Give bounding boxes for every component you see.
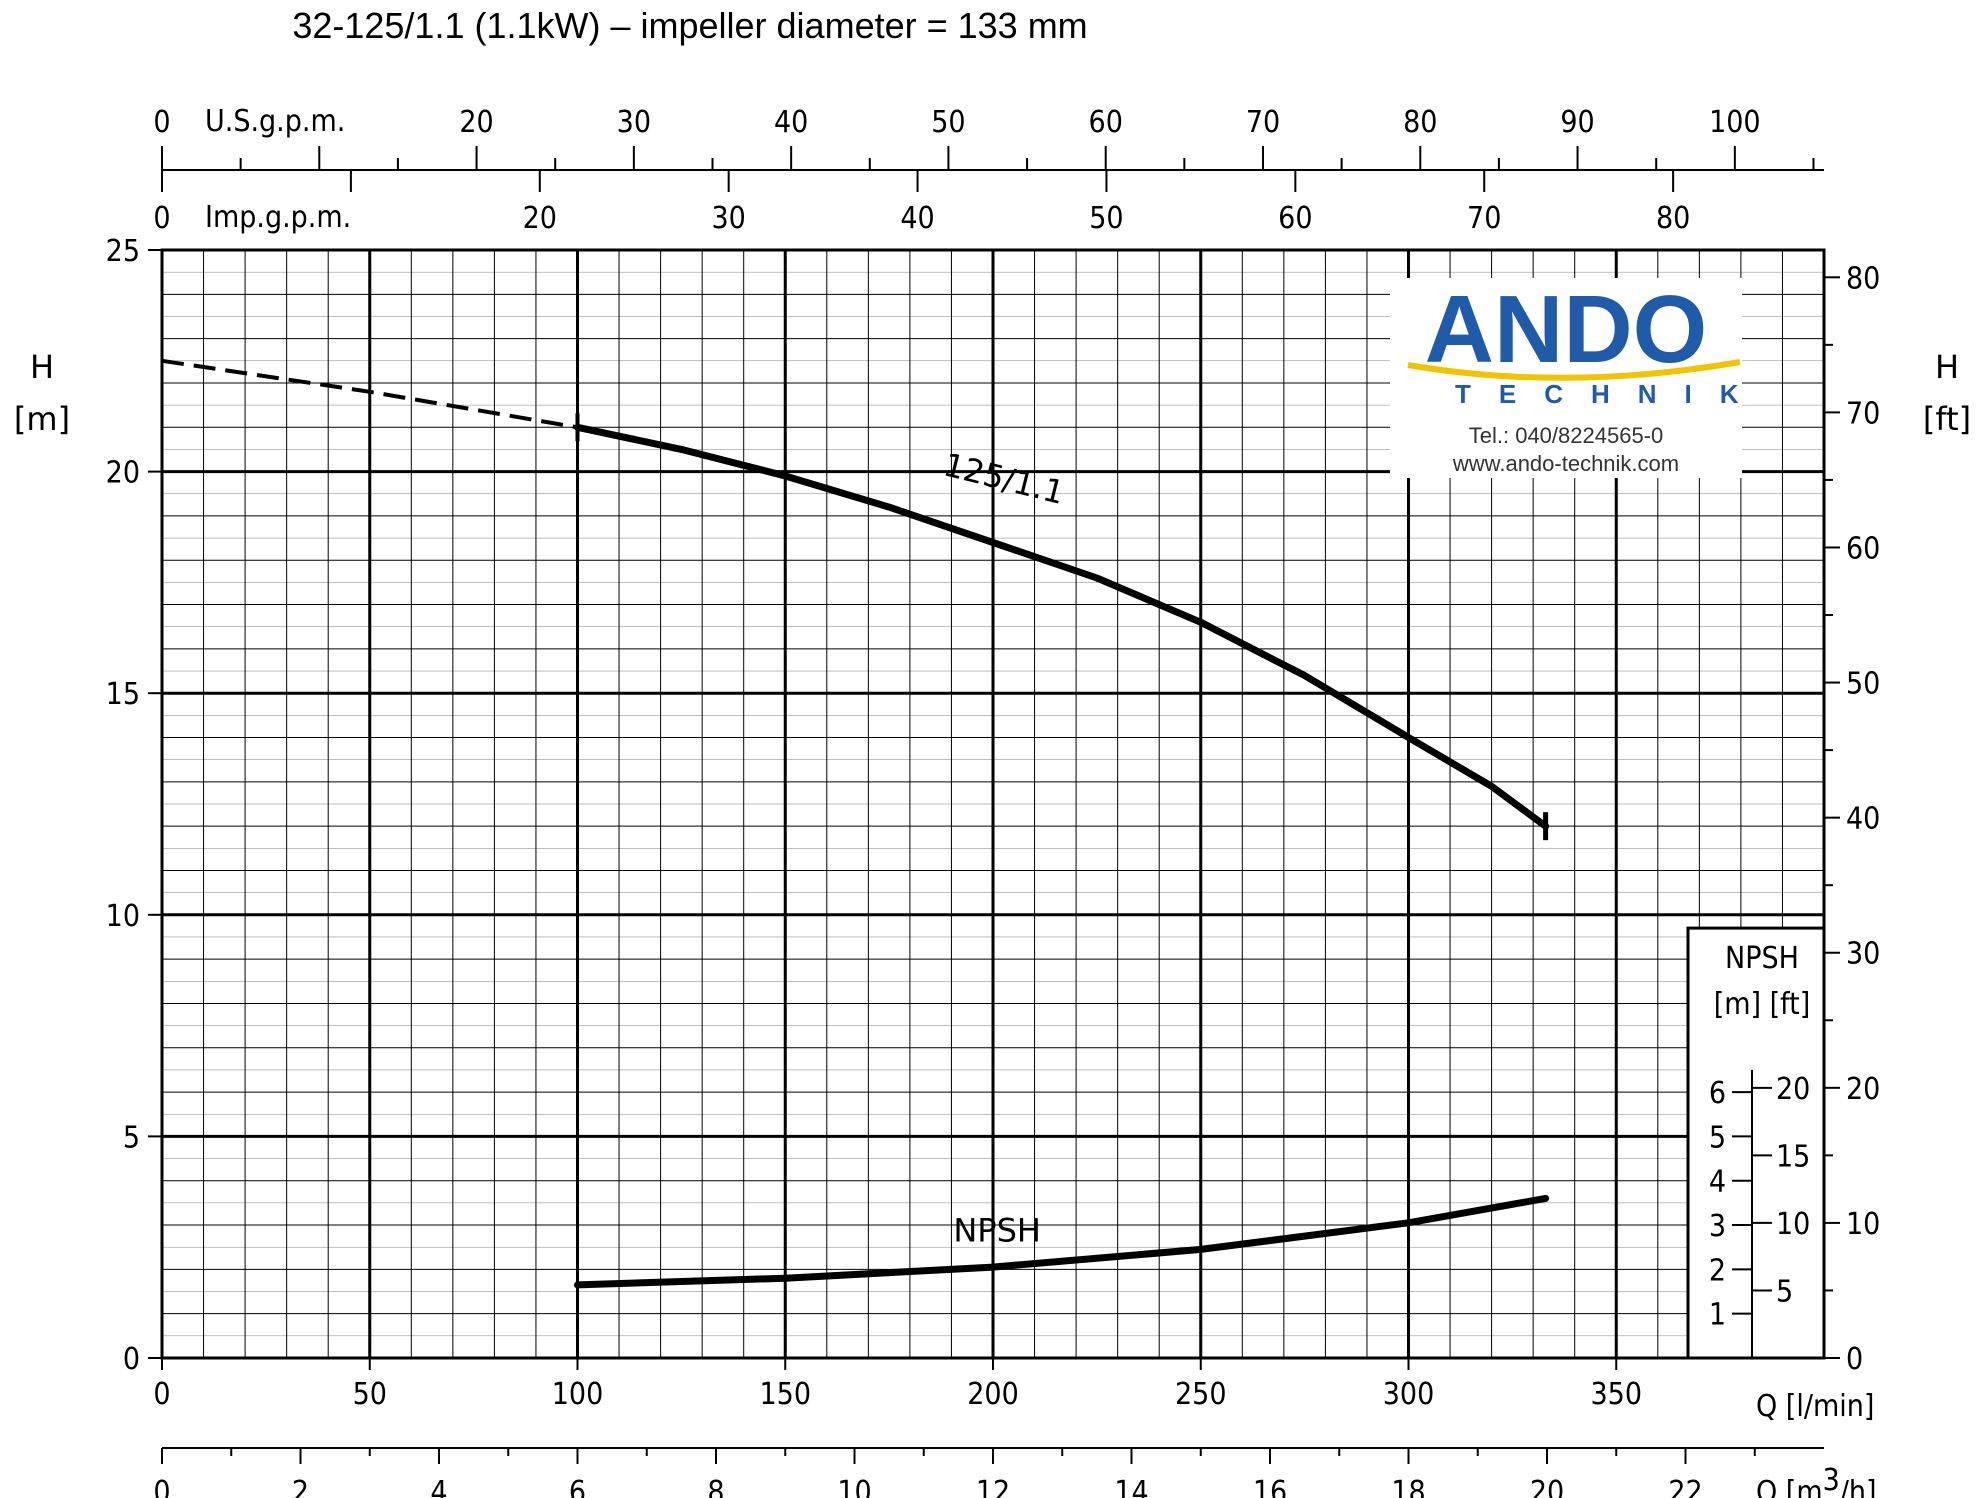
y-right-tick-label: 60 — [1846, 531, 1880, 566]
x-lmin-tick-label: 150 — [759, 1377, 811, 1412]
y-left-tick-label: 15 — [106, 677, 140, 712]
y-left-tick-label: 20 — [106, 456, 140, 491]
head-curve — [574, 423, 1550, 830]
x-m3h-tick-label: 18 — [1391, 1475, 1425, 1498]
x-usgpm-tick-label: 50 — [931, 105, 965, 140]
x-lmin-tick-label: 300 — [1383, 1377, 1435, 1412]
npsh-box-frame — [1686, 926, 1826, 1360]
x-usgpm-tick-label: 60 — [1089, 105, 1123, 140]
x-lmin-tick-label: 100 — [552, 1377, 604, 1412]
logo-tel: Tel.: 040/8224565-0 — [1469, 423, 1664, 448]
y-right-tick-label: 20 — [1846, 1072, 1880, 1107]
x-impgpm-tick-label: 80 — [1656, 201, 1690, 236]
y-left-tick-label: 10 — [106, 899, 140, 934]
y-left-tick-label: 0 — [123, 1342, 140, 1377]
head-curve-dashed — [161, 358, 578, 430]
y-right-tick-label: 0 — [1846, 1342, 1863, 1377]
logo-sub: TECHNIK — [1455, 379, 1767, 409]
bottom-axis-m3h-unit: Q [m3/h] — [1756, 1463, 1877, 1498]
npsh-ft-tick-label: 15 — [1776, 1139, 1810, 1174]
x-m3h-tick-label: 0 — [153, 1475, 170, 1498]
left-axis-symbol: H — [30, 348, 54, 386]
right-axis-symbol: H — [1935, 348, 1959, 386]
logo-brand: ANDO — [1425, 276, 1708, 383]
x-lmin-tick-label: 0 — [153, 1377, 170, 1412]
x-usgpm-tick-label: 30 — [617, 105, 651, 140]
npsh-curve — [574, 1194, 1550, 1289]
logo-web: www.ando-technik.com — [1452, 451, 1679, 476]
x-usgpm-tick-label: 100 — [1709, 105, 1761, 140]
x-impgpm-tick-label: 70 — [1467, 201, 1501, 236]
y-right-tick-label: 40 — [1846, 802, 1880, 837]
x-impgpm-tick-label: 20 — [523, 201, 557, 236]
x-m3h-tick-label: 6 — [569, 1475, 586, 1498]
x-usgpm-tick-label: 90 — [1560, 105, 1594, 140]
x-m3h-tick-label: 8 — [707, 1475, 724, 1498]
x-m3h-tick-label: 14 — [1114, 1475, 1148, 1498]
x-usgpm-tick-label: 40 — [774, 105, 808, 140]
axis-labels: H [m] H [ft] U.S.g.p.m. Imp.g.p.m. Q [l/… — [14, 104, 1971, 1498]
x-m3h-tick-label: 2 — [292, 1475, 309, 1498]
m3h-unit-sup: 3 — [1823, 1463, 1840, 1498]
m3h-unit-part1: Q [m — [1756, 1475, 1823, 1498]
x-m3h-tick-label: 4 — [430, 1475, 447, 1498]
npsh-curve-label: NPSH — [953, 1211, 1041, 1249]
x-lmin-tick-label: 250 — [1175, 1377, 1227, 1412]
npsh-ft-tick-label: 20 — [1776, 1072, 1810, 1107]
npsh-box-title: NPSH — [1725, 941, 1799, 976]
x-m3h-tick-label: 22 — [1668, 1475, 1702, 1498]
y-left-tick-label: 25 — [106, 234, 140, 269]
y-right-tick-label: 80 — [1846, 261, 1880, 296]
npsh-m-tick-label: 3 — [1709, 1209, 1726, 1244]
x-impgpm-tick-label: 30 — [711, 201, 745, 236]
axes — [148, 146, 1840, 1464]
x-m3h-tick-label: 10 — [837, 1475, 871, 1498]
x-impgpm-tick-label: 50 — [1089, 201, 1123, 236]
x-usgpm-tick-label: 80 — [1403, 105, 1437, 140]
head-curve-label: 125/1.1 — [940, 445, 1068, 512]
y-right-tick-label: 10 — [1846, 1207, 1880, 1242]
x-impgpm-tick-label: 40 — [900, 201, 934, 236]
x-lmin-tick-label: 200 — [967, 1377, 1019, 1412]
x-m3h-tick-label: 20 — [1530, 1475, 1564, 1498]
x-impgpm-tick-label: 0 — [153, 201, 170, 236]
npsh-ft-tick-label: 10 — [1776, 1207, 1810, 1242]
y-left-tick-label: 5 — [123, 1120, 140, 1155]
x-m3h-tick-label: 16 — [1253, 1475, 1287, 1498]
x-lmin-tick-label: 50 — [353, 1377, 387, 1412]
ando-logo: ANDO TECHNIK Tel.: 040/8224565-0 www.and… — [1390, 276, 1767, 478]
npsh-scale-box: NPSH [m] [ft] 1 2 3 4 5 6 5 10 15 20 — [1686, 926, 1826, 1360]
npsh-ft-tick-label: 5 — [1776, 1274, 1793, 1309]
y-right-tick-label: 30 — [1846, 937, 1880, 972]
x-lmin-tick-label: 350 — [1590, 1377, 1642, 1412]
top-axis-impgpm-label: Imp.g.p.m. — [205, 200, 351, 235]
m3h-unit-part2: /h] — [1840, 1475, 1877, 1498]
y-right-tick-label: 50 — [1846, 667, 1880, 702]
chart-title: 32-125/1.1 (1.1kW) – impeller diameter =… — [292, 5, 1087, 46]
top-axis-usgpm-label: U.S.g.p.m. — [205, 104, 345, 139]
right-axis-unit: [ft] — [1923, 400, 1971, 438]
x-usgpm-tick-label: 0 — [153, 105, 170, 140]
y-right-tick-label: 70 — [1846, 396, 1880, 431]
npsh-m-tick-label: 4 — [1709, 1165, 1726, 1200]
x-impgpm-tick-label: 60 — [1278, 201, 1312, 236]
logo-swoosh — [1407, 359, 1741, 381]
npsh-m-tick-label: 1 — [1709, 1298, 1726, 1333]
npsh-m-tick-label: 5 — [1709, 1120, 1726, 1155]
x-usgpm-tick-label: 20 — [459, 105, 493, 140]
left-axis-unit: [m] — [14, 400, 70, 438]
npsh-m-tick-label: 6 — [1709, 1076, 1726, 1111]
x-m3h-tick-label: 12 — [976, 1475, 1010, 1498]
bottom-axis-lmin-unit: Q [l/min] — [1756, 1389, 1874, 1424]
npsh-box-units: [m] [ft] — [1714, 987, 1811, 1022]
x-usgpm-tick-label: 70 — [1246, 105, 1280, 140]
npsh-m-tick-label: 2 — [1709, 1253, 1726, 1288]
